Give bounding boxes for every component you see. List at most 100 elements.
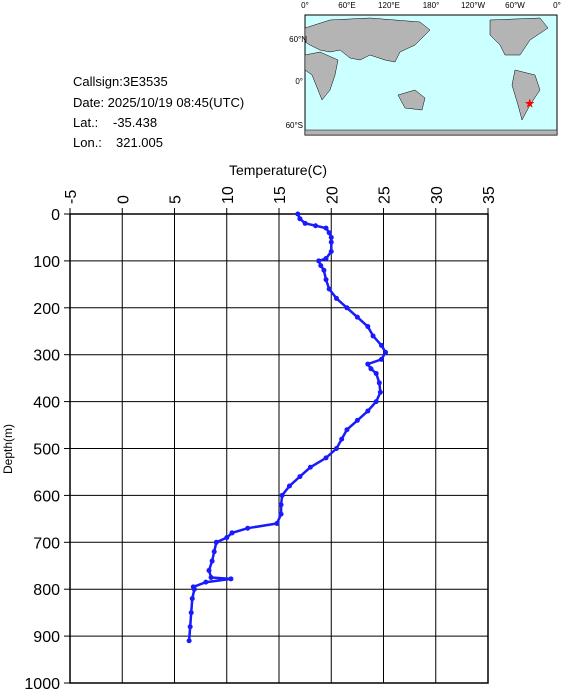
profile-point <box>213 539 219 545</box>
map-lon-label: 120°W <box>461 1 486 10</box>
map-lon-label: 60°E <box>338 1 355 10</box>
profile-point <box>203 579 209 585</box>
profile-point <box>302 220 308 226</box>
profile-point <box>274 521 280 527</box>
profile-point <box>278 511 284 517</box>
y-axis-title: Depth(m) <box>1 424 15 474</box>
x-tick-label: 35 <box>481 186 498 204</box>
profile-point <box>354 314 360 320</box>
profile-point <box>208 574 214 580</box>
profile-point <box>339 436 345 442</box>
y-tick-label: 600 <box>33 488 60 505</box>
land <box>304 17 558 136</box>
map-lat-label: 60°N <box>289 35 307 44</box>
y-tick-label: 300 <box>33 348 60 365</box>
x-tick-label: 30 <box>429 186 446 204</box>
y-tick-label: 500 <box>33 442 60 459</box>
profile-point <box>323 455 329 461</box>
lon-label: Lon.: <box>73 135 102 150</box>
x-tick-label: -5 <box>63 190 80 204</box>
x-tick-label: 25 <box>377 186 394 204</box>
profile-point <box>206 567 212 573</box>
profile-point <box>211 549 217 555</box>
profile-point <box>323 225 329 231</box>
x-tick-label: 20 <box>324 186 341 204</box>
profile-point <box>297 474 303 480</box>
profile-point <box>279 492 285 498</box>
profile-point <box>318 263 324 269</box>
profile-point <box>323 277 329 283</box>
profile-point <box>370 333 376 339</box>
profile-point <box>344 305 350 311</box>
y-tick-label: 800 <box>33 582 60 599</box>
y-tick-label: 0 <box>51 207 60 224</box>
profile-point <box>333 446 339 451</box>
x-tick-label: 0 <box>115 195 132 204</box>
profile-point <box>368 366 374 372</box>
y-tick-label: 200 <box>33 301 60 318</box>
profile-point <box>376 380 382 386</box>
x-axis-title: Temperature(C) <box>229 162 327 178</box>
map-lon-label: 0° <box>301 1 309 10</box>
y-tick-label: 100 <box>33 254 60 271</box>
profile-point <box>286 483 292 489</box>
x-tick-label: 10 <box>220 186 237 204</box>
profile-point <box>328 234 334 240</box>
profile-line <box>187 213 388 641</box>
profile-point <box>295 211 301 217</box>
date: Date: 2025/10/19 08:45(UTC) <box>73 95 244 110</box>
y-tick-label: 400 <box>33 395 60 412</box>
profile-point <box>224 535 230 541</box>
profile-point <box>365 324 371 330</box>
map-lat-label: 60°S <box>286 121 303 130</box>
profile-point <box>191 586 197 592</box>
lat-value: -35.438 <box>113 115 157 130</box>
profile-point <box>321 267 327 273</box>
lat-label: Lat.: <box>73 115 98 130</box>
map <box>304 14 558 136</box>
profile-point <box>365 361 371 367</box>
profile-point <box>245 525 251 531</box>
profile-point <box>383 349 389 355</box>
profile-point <box>229 530 235 536</box>
profile-point <box>323 256 329 262</box>
lon-value: 321.005 <box>116 135 163 150</box>
profile-point <box>328 249 334 255</box>
profile-point <box>326 286 332 292</box>
x-tick-label: 15 <box>272 186 289 204</box>
profile-point <box>333 295 339 301</box>
profile-point <box>344 427 350 433</box>
profile-point <box>228 576 234 582</box>
map-lon-label: 0° <box>553 1 561 10</box>
map-lat-label: 0° <box>295 77 303 86</box>
profile-point <box>316 258 322 264</box>
profile-point <box>326 230 332 236</box>
profile-point <box>297 216 303 222</box>
profile-point <box>278 502 284 508</box>
profile-point <box>378 342 384 348</box>
x-tick-label: 5 <box>168 195 185 204</box>
plot-frame <box>69 213 489 684</box>
profile-point <box>307 464 313 470</box>
profile-point <box>209 558 215 564</box>
profile-point <box>373 399 379 405</box>
profile-point <box>189 596 195 602</box>
map-lon-label: 60°W <box>505 1 525 10</box>
profile-point <box>365 408 371 414</box>
profile-point <box>188 610 194 616</box>
profile-point <box>373 370 379 376</box>
profile-point <box>328 239 334 245</box>
y-tick-label: 900 <box>33 629 60 646</box>
profile-point <box>378 356 384 362</box>
y-tick-label: 700 <box>33 535 60 552</box>
callsign: Callsign:3E3535 <box>73 74 168 89</box>
map-lon-label: 120°E <box>378 1 400 10</box>
profile-point <box>187 624 193 630</box>
profile-point <box>377 389 383 395</box>
profile-point <box>354 417 360 423</box>
y-tick-label: 1000 <box>24 676 60 690</box>
profile-point <box>186 638 192 644</box>
map-lon-label: 180° <box>423 1 440 10</box>
profile-point <box>313 223 319 229</box>
